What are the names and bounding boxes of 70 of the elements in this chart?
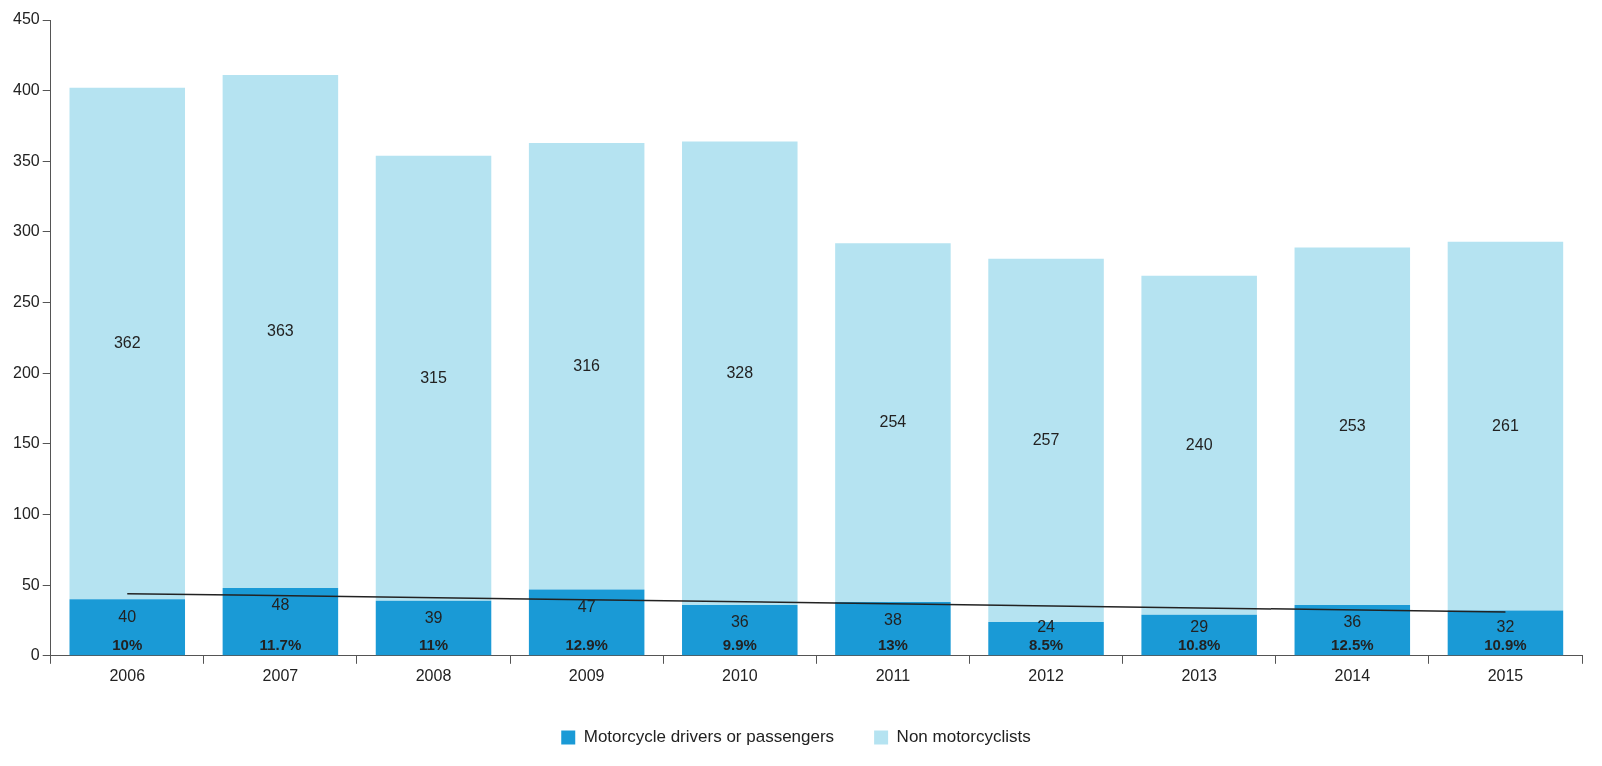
x-tick-label: 2009: [568, 666, 605, 684]
bar: [528, 589, 645, 656]
annotation: 8.5%: [1028, 635, 1064, 653]
legend-label: Motorcycle drivers or passengers: [583, 727, 835, 747]
data-label: 48: [271, 596, 290, 614]
bar: [988, 621, 1104, 656]
bar: [1141, 614, 1257, 656]
legend-label: Non motorcyclists: [896, 727, 1031, 747]
bar: [69, 87, 186, 600]
y-tick-label: 250: [12, 292, 40, 310]
y-tick-label: 400: [12, 81, 40, 99]
data-label: 38: [884, 610, 902, 628]
x-tick-label: 2013: [1181, 666, 1218, 684]
annotation: 9.9%: [722, 635, 757, 653]
annotation: 10%: [112, 635, 143, 653]
data-label: 39: [424, 609, 443, 627]
x-tick-label: 2012: [1028, 666, 1064, 684]
data-label: 254: [879, 413, 907, 431]
data-label: 328: [726, 363, 754, 381]
data-label: 315: [420, 368, 447, 386]
data-label: 257: [1032, 430, 1060, 448]
x-tick-label: 2010: [721, 666, 758, 684]
data-label: 362: [113, 333, 141, 351]
x-tick-label: 2006: [109, 666, 146, 684]
y-tick-label: 150: [12, 434, 40, 452]
x-tick-label: 2011: [875, 666, 911, 684]
data-label: 24: [1037, 617, 1056, 635]
y-tick-label: 50: [21, 575, 40, 593]
data-label: 253: [1338, 416, 1366, 434]
y-tick-label: 100: [12, 504, 40, 522]
data-label: 47: [577, 597, 596, 615]
x-tick-label: 2008: [415, 666, 452, 684]
annotation: 12.9%: [565, 635, 608, 653]
bar: [222, 587, 339, 656]
y-tick-label: 450: [12, 10, 40, 28]
y-tick-label: 300: [12, 222, 40, 240]
annotation: 11.7%: [259, 635, 302, 653]
data-label: 363: [267, 321, 294, 339]
bar: [1141, 275, 1257, 615]
bar: [835, 243, 951, 603]
bar: [375, 155, 492, 601]
bar: [1447, 241, 1564, 611]
bar: [835, 602, 951, 656]
data-label: 316: [573, 356, 601, 374]
bar: [528, 142, 645, 590]
data-label: 29: [1190, 617, 1209, 635]
annotation: 12.5%: [1331, 635, 1374, 653]
bar: [69, 599, 186, 656]
annotation: 10.8%: [1177, 635, 1221, 653]
data-label: 36: [730, 613, 749, 631]
data-label: 240: [1185, 435, 1213, 453]
data-label: 40: [118, 607, 137, 625]
data-label: 261: [1492, 416, 1519, 434]
bar: [222, 75, 339, 588]
bar: [682, 604, 798, 656]
data-label: 32: [1496, 617, 1515, 635]
y-tick-label: 0: [30, 646, 40, 664]
x-tick-label: 2015: [1487, 666, 1524, 684]
bar: [1294, 247, 1411, 605]
y-tick-label: 350: [12, 151, 40, 169]
y-tick-label: 200: [12, 363, 40, 381]
annotation: 10.9%: [1484, 635, 1527, 653]
data-label: 36: [1343, 613, 1362, 631]
bar: [988, 258, 1104, 622]
bar: [375, 600, 492, 656]
annotation: 13%: [877, 635, 908, 653]
x-tick-label: 2007: [262, 666, 299, 684]
x-tick-label: 2014: [1334, 666, 1371, 684]
bar: [682, 141, 798, 605]
annotation: 11%: [418, 635, 449, 653]
